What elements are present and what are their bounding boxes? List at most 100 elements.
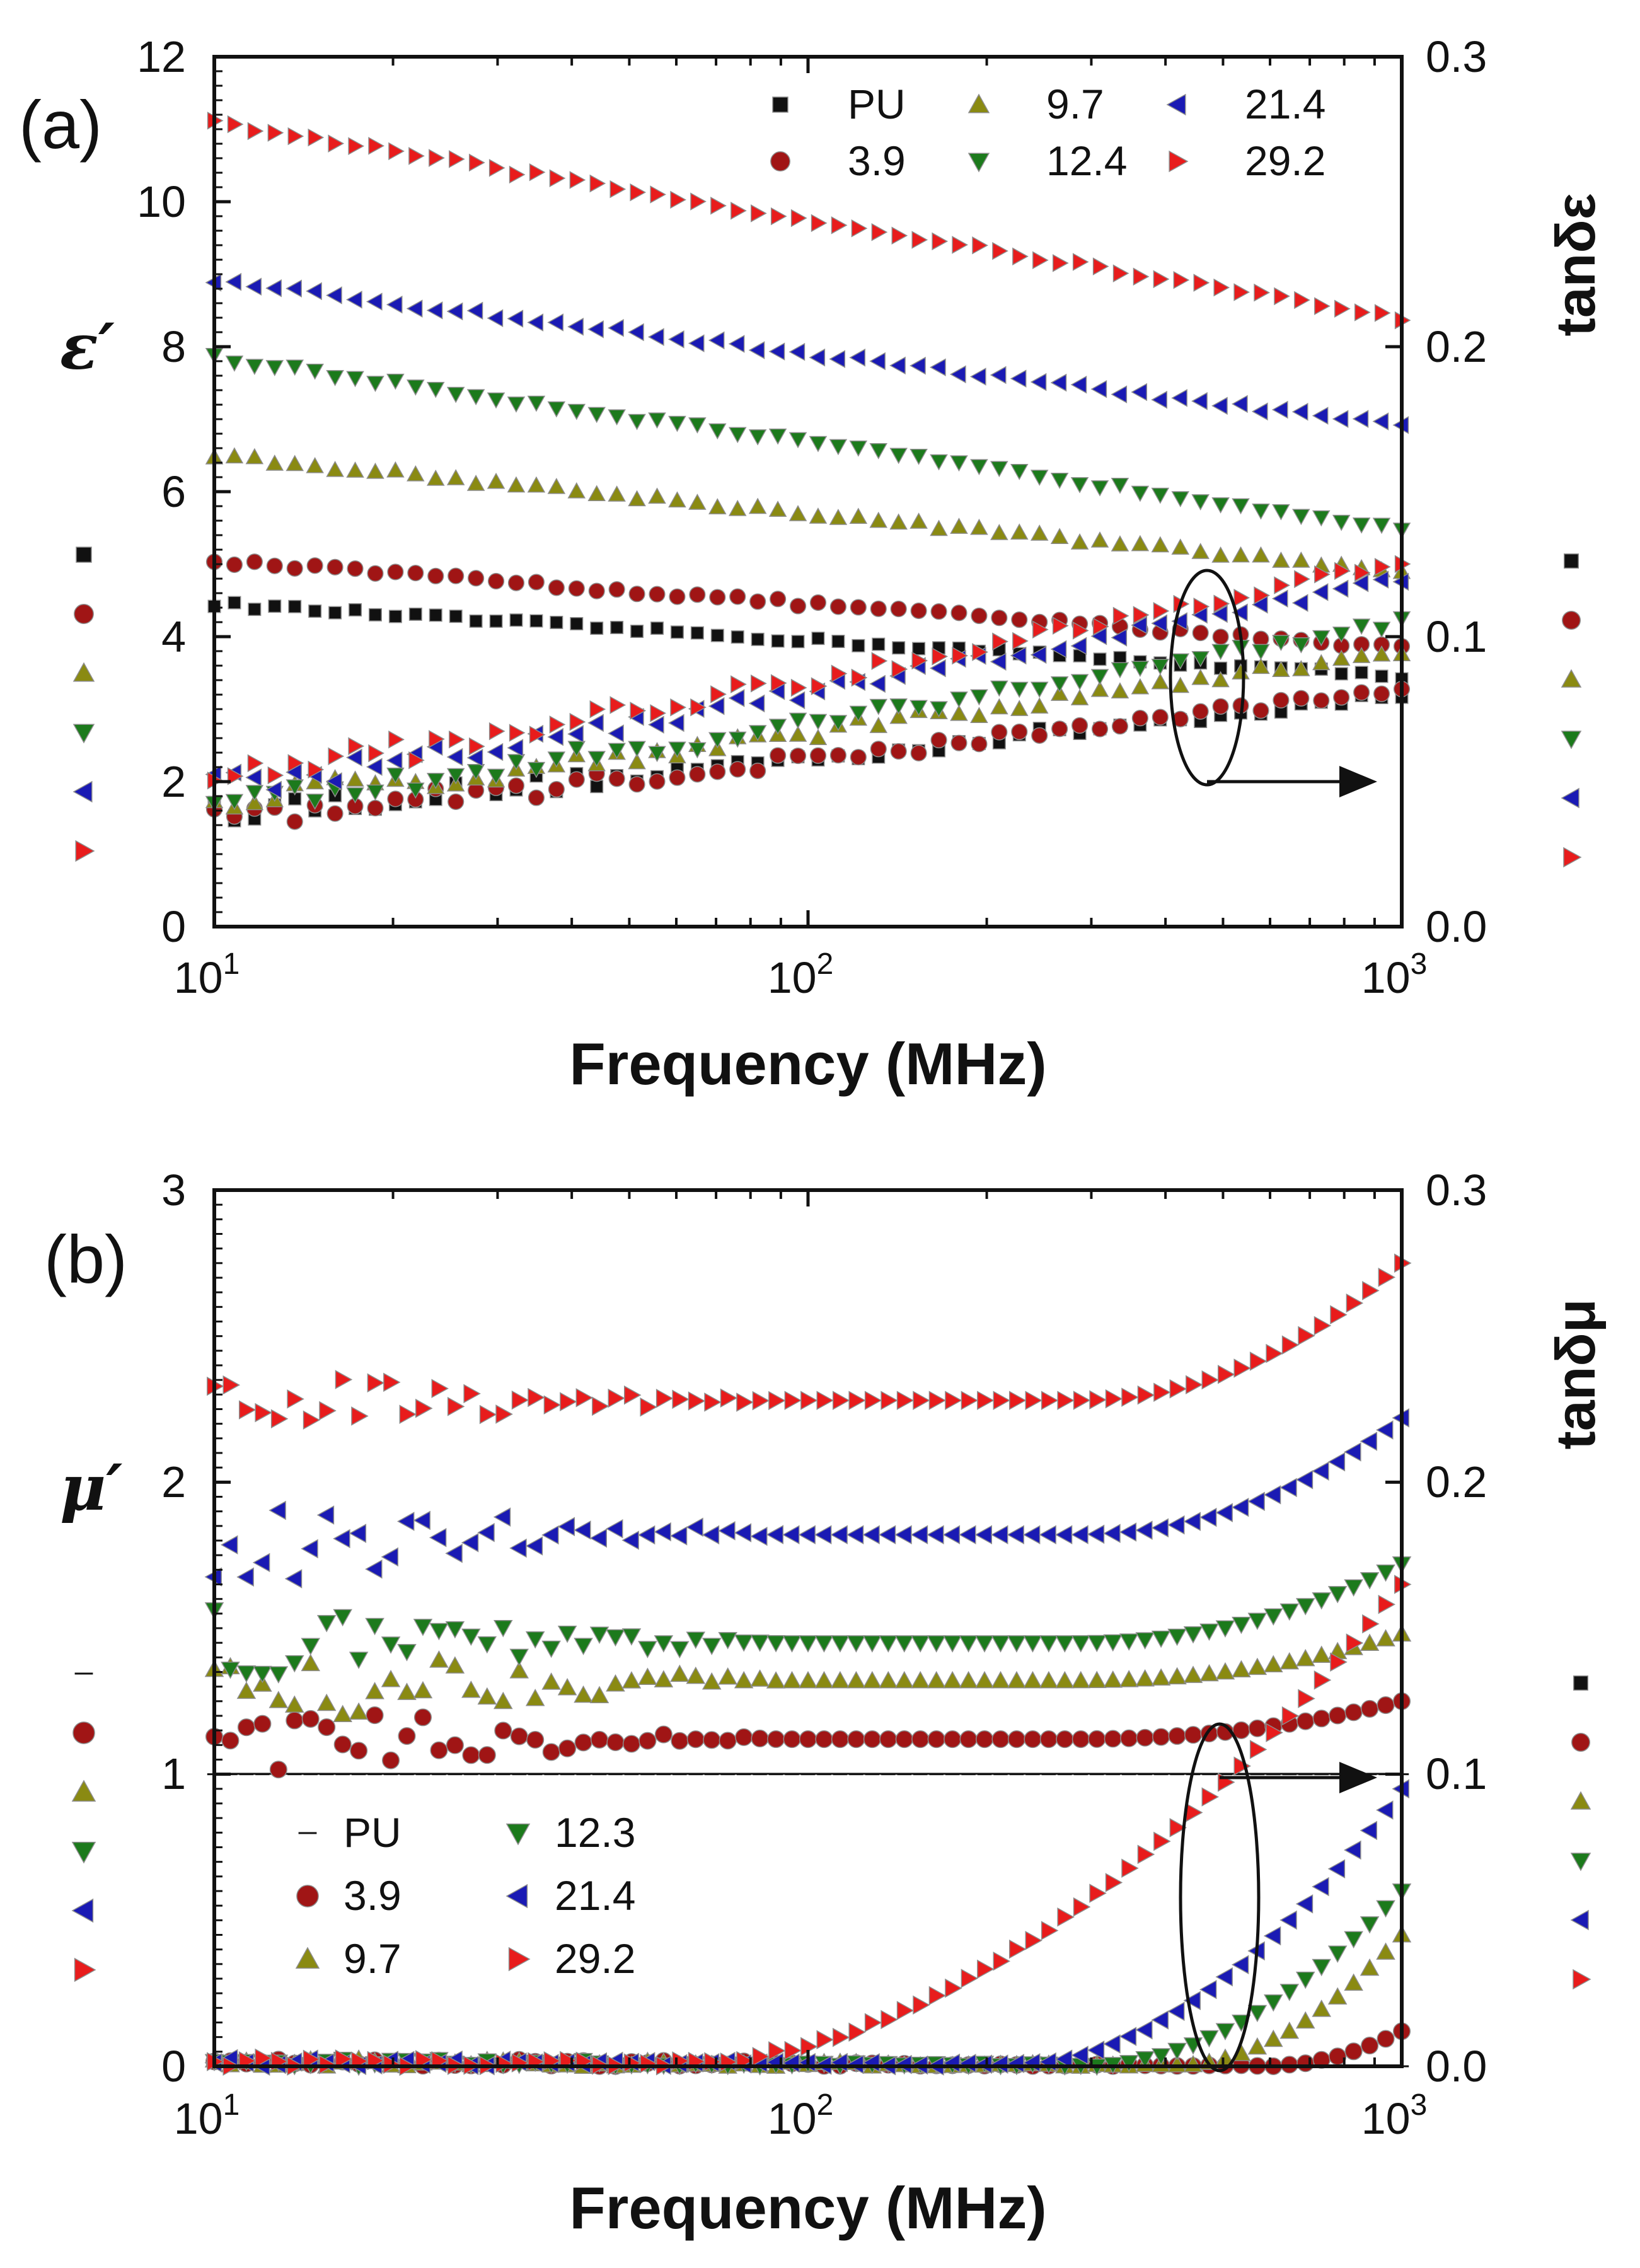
eps-loss-point-3.9	[809, 747, 827, 764]
eps-loss-point-12.4	[1151, 659, 1170, 675]
panel-b-ticks	[212, 1188, 1404, 2068]
mu-loss-point-29.2	[1137, 1844, 1155, 1865]
mu-loss-point-21.4	[1087, 2040, 1105, 2060]
eps-real-point-9.7	[587, 485, 606, 502]
mu-real-point-3.9	[686, 1730, 705, 1749]
eps-loss-point-12.4	[1010, 681, 1029, 698]
mu-real-point-29.2	[1169, 1379, 1187, 1399]
mu-real-point-21.4	[718, 1521, 736, 1541]
mu-real-point-12.3	[1295, 1598, 1315, 1616]
eps-loss-point-12.4	[466, 763, 485, 780]
mu-loss-point-29.2	[913, 1995, 930, 2015]
mu-loss-point-9.7	[1376, 1942, 1395, 1960]
eps-real-point-PU	[469, 614, 483, 628]
mu-real-point-9.7	[1119, 1670, 1139, 1687]
eps-real-point-29.2	[529, 163, 546, 182]
mu-real-point-21.4	[878, 1525, 896, 1545]
eps-real-point-9.7	[1090, 531, 1109, 548]
eps-loss-point-3.9	[1051, 720, 1068, 738]
eps-real-point-3.9	[448, 567, 465, 584]
panel-b-legend-label-0: PU	[344, 1809, 401, 1856]
mu-real-point-21.4	[220, 1535, 238, 1555]
mu-real-point-21.4	[1199, 1507, 1217, 1527]
panel-b-side-markers-left	[71, 1672, 96, 1982]
eps-real-point-29.2	[429, 149, 445, 167]
eps-loss-point-21.4	[487, 743, 504, 761]
eps-real-point-21.4	[949, 365, 966, 384]
eps-real-point-12.4	[407, 379, 425, 396]
eps-real-point-3.9	[306, 557, 323, 574]
mu-real-point-PU	[736, 1773, 751, 1776]
eps-loss-point-3.9	[749, 762, 766, 780]
mu-loss-point-29.2	[1073, 1897, 1091, 1917]
eps-real-point-12.4	[869, 443, 888, 460]
eps-loss-point-21.4	[1291, 594, 1308, 612]
mu-loss-point-29.2	[881, 2010, 898, 2030]
eps-real-point-29.2	[932, 232, 949, 251]
panel-b-side-left-PU	[74, 1672, 93, 1675]
eps-loss-point-29.2	[911, 651, 928, 670]
panel-b-legend: PU 3.9 9.7 12.3 21.4 29.2	[295, 1809, 635, 1982]
eps-real-point-12.4	[1332, 514, 1351, 531]
panel-b-legend-label-5: 29.2	[555, 1935, 635, 1982]
panel-b-y2tick-1: 0.1	[1426, 1749, 1487, 1798]
eps-loss-point-12.4	[768, 719, 787, 735]
eps-loss-point-3.9	[367, 799, 384, 817]
mu-real-point-PU	[464, 1773, 478, 1776]
mu-loss-point-12.3	[1135, 2051, 1155, 2069]
eps-real-point-3.9	[1212, 628, 1229, 645]
eps-real-point-PU	[449, 610, 463, 623]
mu-loss-point-21.4	[1071, 2045, 1089, 2065]
eps-loss-point-9.7	[1050, 685, 1069, 701]
eps-loss-point-12.4	[1030, 681, 1049, 698]
mu-real-point-12.3	[718, 1632, 737, 1650]
eps-loss-point-12.4	[426, 773, 445, 789]
eps-real-point-9.7	[1050, 528, 1069, 545]
eps-real-point-9.7	[1272, 552, 1290, 568]
eps-loss-point-3.9	[829, 747, 846, 764]
mu-real-point-PU	[849, 1773, 863, 1776]
mu-loss-point-29.2	[1362, 1614, 1380, 1634]
eps-loss-point-3.9	[1031, 727, 1048, 744]
eps-real-point-PU	[308, 605, 322, 618]
eps-loss-point-21.4	[1131, 616, 1148, 635]
mu-real-point-21.4	[1344, 1442, 1361, 1462]
eps-real-point-3.9	[749, 593, 766, 610]
mu-loss-point-21.4	[1119, 2027, 1137, 2046]
eps-loss-point-29.2	[449, 730, 465, 749]
panel-b-side-left-12.3	[71, 1841, 96, 1864]
panel-a-ytick-6: 12	[137, 32, 186, 81]
eps-loss-point-9.7	[1171, 676, 1190, 693]
mu-loss-point-3.9	[1296, 2054, 1315, 2073]
mu-real-point-PU	[592, 1773, 607, 1776]
eps-loss-point-29.2	[1334, 562, 1351, 581]
eps-real-point-9.7	[245, 448, 264, 465]
mu-real-point-29.2	[1201, 1370, 1220, 1390]
panel-a-side-left-29.2	[75, 840, 95, 862]
eps-real-point-21.4	[628, 323, 644, 342]
mu-real-point-PU	[1138, 1773, 1152, 1776]
eps-real-point-12.4	[768, 428, 787, 445]
eps-loss-point-21.4	[245, 768, 262, 787]
eps-loss-point-21.4	[728, 689, 745, 707]
mu-real-point-PU	[865, 1773, 880, 1776]
eps-loss-point-12.4	[688, 742, 707, 759]
mu-loss-point-29.2	[977, 1959, 995, 1979]
eps-loss-point-12.4	[1312, 630, 1331, 647]
mu-real-point-29.2	[270, 1409, 289, 1429]
mu-real-point-9.7	[862, 1670, 882, 1689]
mu-real-point-9.7	[959, 1670, 978, 1689]
eps-real-point-12.4	[567, 403, 586, 420]
mu-loss-point-21.4	[1167, 2001, 1185, 2022]
mu-real-point-21.4	[734, 1523, 752, 1542]
mu-real-point-PU	[383, 1773, 398, 1776]
eps-real-point-9.7	[748, 497, 767, 514]
mu-real-point-29.2	[1025, 1391, 1042, 1410]
mu-real-point-PU	[432, 1773, 446, 1776]
eps-real-point-21.4	[990, 366, 1007, 385]
eps-loss-point-29.2	[1314, 565, 1331, 584]
mu-real-point-PU	[1234, 1773, 1249, 1776]
eps-real-point-12.4	[1232, 498, 1250, 515]
eps-loss-point-29.2	[348, 737, 365, 755]
mu-real-point-9.7	[638, 1667, 657, 1685]
